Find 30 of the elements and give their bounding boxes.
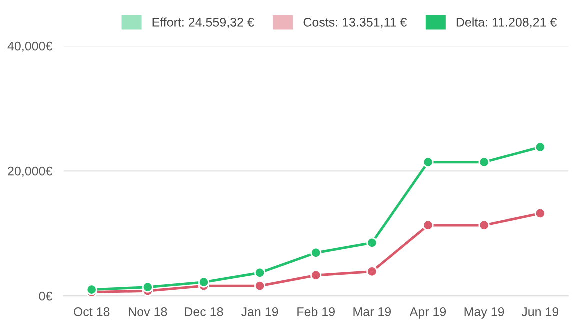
legend-label: Delta: 11.208,21 € bbox=[456, 18, 557, 28]
legend-label: Effort: 24.559,32 € bbox=[152, 18, 254, 28]
point bbox=[310, 247, 322, 259]
point bbox=[310, 270, 322, 282]
y-tick-label: 0€ bbox=[39, 292, 53, 301]
point bbox=[478, 220, 490, 232]
legend-label: Costs: 13.351,11 € bbox=[304, 18, 407, 28]
x-tick-label: Mar 19 bbox=[354, 308, 392, 316]
x-tick-label: May 19 bbox=[464, 308, 504, 319]
x-tick-label: Nov 18 bbox=[129, 308, 168, 316]
point bbox=[254, 267, 266, 279]
point bbox=[422, 220, 434, 232]
x-tick-label: Apr 19 bbox=[410, 308, 446, 319]
point bbox=[366, 237, 378, 249]
x-tick-label: Feb 19 bbox=[298, 307, 335, 316]
point bbox=[86, 284, 98, 296]
x-tick-label: Oct 18 bbox=[74, 308, 110, 316]
point bbox=[254, 280, 266, 292]
y-tick-label: 40,000€ bbox=[8, 42, 53, 52]
y-tick-label: 20,000€ bbox=[8, 166, 53, 178]
point bbox=[366, 266, 378, 278]
point bbox=[534, 142, 546, 153]
point bbox=[422, 156, 434, 168]
point bbox=[534, 208, 546, 220]
point bbox=[478, 156, 490, 168]
x-tick-label: Jan 19 bbox=[241, 308, 278, 316]
x-tick-label: Dec 18 bbox=[185, 308, 224, 316]
point bbox=[198, 276, 210, 288]
x-tick-label: Jun 19 bbox=[522, 308, 559, 316]
point bbox=[142, 282, 154, 293]
